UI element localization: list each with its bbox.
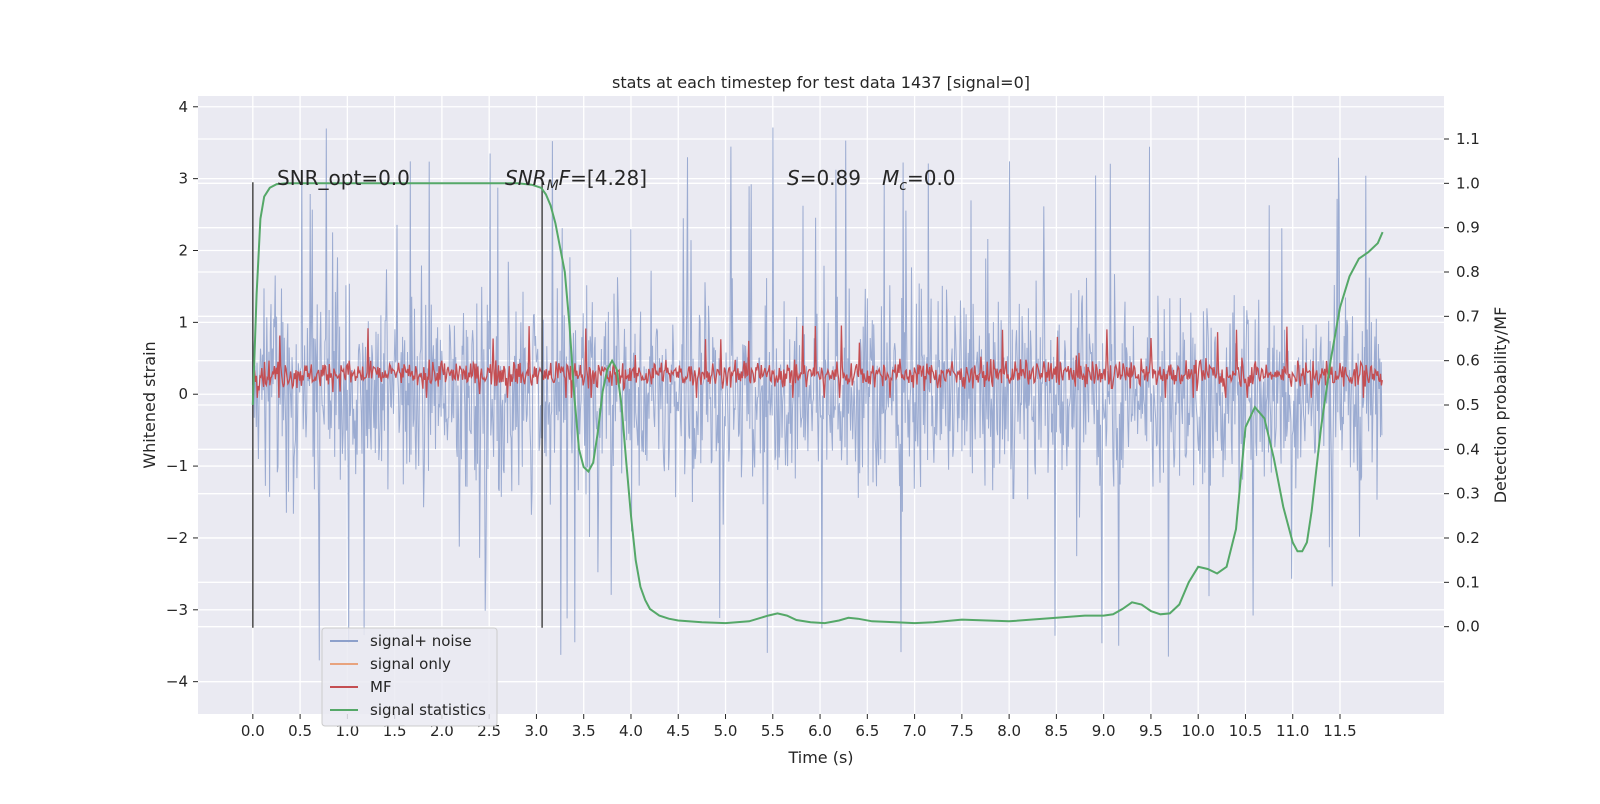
- legend-box: [321, 627, 498, 727]
- x-tick-label: 10.5: [1229, 722, 1262, 740]
- right-y-tick-label: 0.2: [1456, 529, 1480, 547]
- x-tick-label: 6.0: [808, 722, 832, 740]
- annotation-s-value: =0.89: [800, 166, 861, 190]
- left-y-axis-label: Whitened strain: [140, 341, 159, 468]
- left-y-tick-labels: 4 3 2 1 0 −1 −2 −3 −4: [166, 98, 198, 691]
- annotation-mc-value: =0.0: [907, 166, 956, 190]
- x-tick-label: 9.5: [1139, 722, 1163, 740]
- annotation-mc-sub: c: [899, 178, 907, 194]
- x-axis-label: Time (s): [787, 748, 853, 767]
- legend-label-signal-statistics: signal statistics: [370, 701, 486, 719]
- annotation-snr-mf-value: =[4.28]: [570, 166, 647, 190]
- left-y-tick-label: 1: [178, 313, 188, 331]
- left-y-tick-label: −4: [166, 673, 188, 691]
- left-y-tick-label: 0: [178, 385, 188, 403]
- legend: signal+ noise signal only MF signal stat…: [321, 627, 498, 727]
- x-tick-label: 7.0: [903, 722, 927, 740]
- chart-title: stats at each timestep for test data 143…: [612, 73, 1030, 92]
- annotation-s-label: S: [787, 166, 800, 190]
- right-y-tick-label: 0.3: [1456, 485, 1480, 503]
- x-tick-label: 5.0: [714, 722, 738, 740]
- x-tick-label: 10.0: [1182, 722, 1215, 740]
- right-y-axis-label: Detection probability/MF: [1491, 307, 1510, 504]
- mf-trace: [252, 325, 1383, 398]
- x-tick-label: 4.0: [619, 722, 643, 740]
- series-signal-noise: [252, 127, 1383, 661]
- right-y-tick-label: 0.6: [1456, 352, 1480, 370]
- x-tick-label: 8.5: [1044, 722, 1068, 740]
- left-y-tick-label: −3: [166, 601, 188, 619]
- signal-noise-trace: [252, 127, 1383, 661]
- left-y-tick-label: 2: [178, 242, 188, 260]
- legend-label-mf: MF: [370, 678, 392, 696]
- right-y-tick-label: 0.0: [1456, 618, 1480, 636]
- left-y-tick-label: 3: [178, 170, 188, 188]
- annotation-snr-mf-label: SNR: [505, 166, 547, 190]
- x-tick-label: 0.0: [241, 722, 265, 740]
- series-mf: [252, 325, 1383, 398]
- right-y-tick-labels: 0.0 0.1 0.2 0.3 0.4 0.5 0.6 0.7 0.8 0.9 1.0 1.1: [1444, 130, 1480, 636]
- right-y-tick-label: 0.8: [1456, 263, 1480, 281]
- annotation-snr-mf: SNRMF=[4.28]: [505, 166, 647, 194]
- x-tick-label: 9.0: [1092, 722, 1116, 740]
- legend-label-signal-only: signal only: [370, 655, 451, 673]
- x-tick-label: 11.5: [1323, 722, 1356, 740]
- x-tick-label: 3.5: [572, 722, 596, 740]
- left-y-tick-label: 4: [178, 98, 188, 116]
- x-tick-label: 6.5: [855, 722, 879, 740]
- left-y-tick-label: −2: [166, 529, 188, 547]
- right-y-tick-label: 0.9: [1456, 219, 1480, 237]
- series-signal-statistics: [251, 182, 1384, 625]
- x-tick-label: 3.0: [525, 722, 549, 740]
- annotation-snr-mf-label2: F: [559, 166, 571, 190]
- annotation-snr-opt: SNR_opt=0.0: [277, 166, 410, 190]
- right-y-tick-label: 1.1: [1456, 130, 1480, 148]
- x-tick-label: 5.5: [761, 722, 785, 740]
- x-tick-label: 11.0: [1276, 722, 1309, 740]
- x-tick-label: 0.5: [288, 722, 312, 740]
- x-tick-label: 8.0: [997, 722, 1021, 740]
- left-y-tick-label: −1: [166, 457, 188, 475]
- annotation-mc: Mc=0.0: [882, 166, 956, 194]
- right-y-tick-label: 0.4: [1456, 440, 1480, 458]
- annotation-s: S=0.89: [787, 166, 861, 190]
- right-y-tick-label: 0.7: [1456, 307, 1480, 325]
- right-y-tick-label: 0.5: [1456, 396, 1480, 414]
- legend-label-signal-noise: signal+ noise: [370, 632, 472, 650]
- annotation-snr-mf-sub: M: [547, 178, 559, 194]
- x-tick-label: 4.5: [666, 722, 690, 740]
- right-y-tick-label: 0.1: [1456, 573, 1480, 591]
- right-y-tick-label: 1.0: [1456, 174, 1480, 192]
- x-tick-label: 7.5: [950, 722, 974, 740]
- annotation-mc-label: M: [882, 166, 899, 190]
